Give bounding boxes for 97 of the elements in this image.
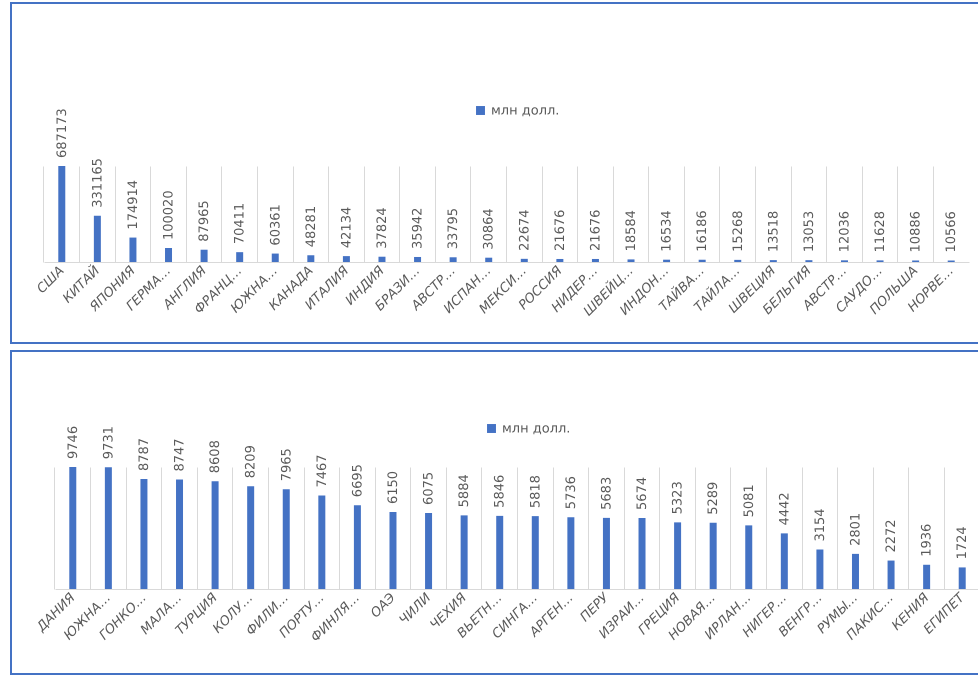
bar xyxy=(532,516,539,589)
data-label: 22674 xyxy=(517,209,532,251)
data-label: 8747 xyxy=(172,438,188,472)
data-label: 21676 xyxy=(552,210,568,251)
data-label: 331165 xyxy=(90,158,106,208)
data-label: 7467 xyxy=(314,454,330,488)
legend-label: млн долл. xyxy=(491,104,560,118)
data-label: 5736 xyxy=(564,476,579,510)
data-label: 174914 xyxy=(126,180,141,230)
data-label: 9746 xyxy=(66,426,81,459)
bar xyxy=(780,533,788,589)
data-label: 11628 xyxy=(873,211,888,252)
bar xyxy=(247,486,254,589)
bar xyxy=(140,479,148,589)
bar xyxy=(212,481,219,589)
bar xyxy=(129,238,136,262)
bar xyxy=(165,248,172,262)
data-label: 5846 xyxy=(492,474,508,508)
bar xyxy=(450,257,457,262)
data-label: 8209 xyxy=(244,445,259,478)
bar xyxy=(958,567,966,589)
bar xyxy=(638,518,646,589)
data-label: 6695 xyxy=(350,464,366,498)
data-label: 5289 xyxy=(706,482,722,515)
data-label: 5683 xyxy=(599,476,614,510)
data-label: 16186 xyxy=(695,210,710,252)
bar xyxy=(816,550,824,589)
bar xyxy=(852,554,859,589)
bar xyxy=(104,467,112,589)
data-label: 1936 xyxy=(920,524,935,557)
bar xyxy=(58,166,66,262)
data-label: 42134 xyxy=(339,206,354,248)
bar xyxy=(923,564,930,589)
data-label: 35942 xyxy=(410,208,426,249)
data-label: 4442 xyxy=(777,492,792,526)
data-label: 9731 xyxy=(101,426,116,460)
bar xyxy=(496,516,504,589)
data-label: 6075 xyxy=(422,472,437,505)
bar xyxy=(282,489,290,589)
bar xyxy=(272,254,279,262)
bar xyxy=(710,522,717,589)
data-label: 5081 xyxy=(742,484,757,518)
data-label: 33795 xyxy=(446,208,462,250)
bar xyxy=(485,258,492,262)
data-label: 21676 xyxy=(588,210,604,251)
data-label: 37824 xyxy=(374,207,390,249)
data-label: 1724 xyxy=(955,526,970,560)
data-label: 5323 xyxy=(670,481,686,514)
bar xyxy=(307,255,314,262)
data-label: 2801 xyxy=(848,512,864,546)
data-label: 18584 xyxy=(624,210,640,252)
data-label: 70411 xyxy=(232,202,248,244)
data-label: 12036 xyxy=(837,210,852,252)
data-label: 8787 xyxy=(136,438,152,472)
data-label: 5818 xyxy=(528,475,544,508)
bar xyxy=(389,512,396,589)
bar xyxy=(592,258,599,262)
bar xyxy=(888,560,895,589)
bar xyxy=(378,256,386,262)
data-label: 6150 xyxy=(386,470,401,504)
data-label: 5884 xyxy=(457,474,472,508)
data-label: 2272 xyxy=(884,519,900,553)
bar xyxy=(567,517,574,589)
data-label: 3154 xyxy=(812,508,828,542)
data-label: 100020 xyxy=(162,190,177,240)
data-label: 8608 xyxy=(208,440,224,474)
bar xyxy=(236,252,244,262)
data-label: 15268 xyxy=(730,210,746,252)
bar xyxy=(520,258,528,262)
bar xyxy=(602,518,610,589)
legend-label: млн долл. xyxy=(502,422,570,436)
data-label: 30864 xyxy=(482,208,497,250)
bar xyxy=(414,256,422,262)
bar xyxy=(425,512,432,589)
bar xyxy=(745,525,752,589)
data-label: 13518 xyxy=(766,210,782,252)
bar xyxy=(556,258,564,262)
data-label: 16534 xyxy=(660,210,675,252)
data-label: 13053 xyxy=(802,210,817,252)
bar xyxy=(94,216,101,262)
bar xyxy=(460,515,468,589)
data-label: 48281 xyxy=(304,206,319,248)
bar xyxy=(354,505,361,589)
bar xyxy=(69,467,76,589)
data-label: 10566 xyxy=(944,211,960,253)
bar xyxy=(674,522,682,589)
data-label: 10886 xyxy=(908,211,924,252)
bar xyxy=(628,259,635,262)
bar xyxy=(200,250,208,262)
bar xyxy=(318,496,326,589)
bar xyxy=(342,256,350,262)
data-label: 687173 xyxy=(54,108,70,158)
data-label: 7965 xyxy=(279,448,294,482)
bar xyxy=(176,480,184,589)
data-label: 60361 xyxy=(268,204,284,246)
data-label: 87965 xyxy=(197,200,212,242)
data-label: 5674 xyxy=(635,476,650,510)
